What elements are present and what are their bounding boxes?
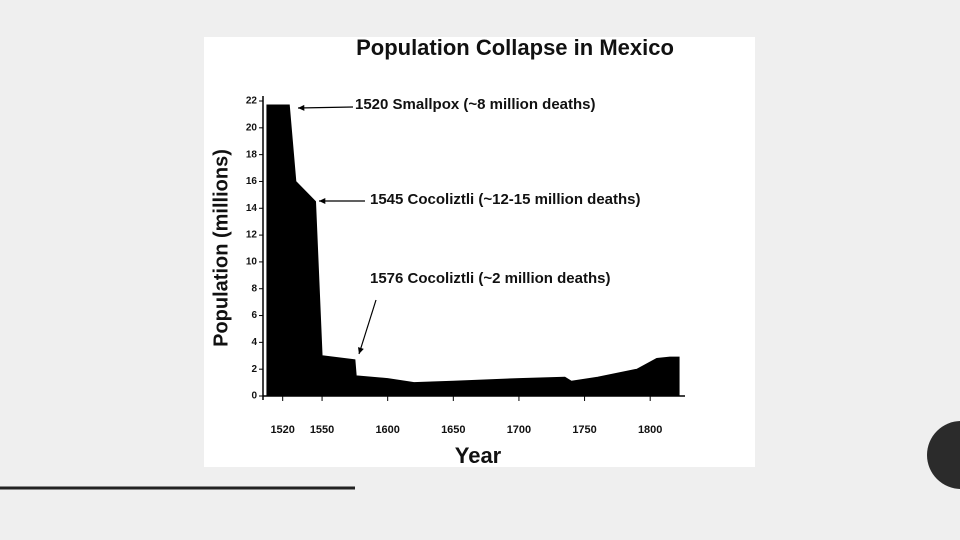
annotation-arrow (297, 106, 354, 109)
arrow-head (357, 347, 364, 354)
y-tick-label: 10 (246, 257, 258, 268)
annotation: 1576 Cocoliztli (~2 million deaths) (370, 270, 610, 287)
x-tick-label: 1650 (441, 424, 465, 436)
y-tick-label: 16 (246, 176, 258, 187)
decor-circle (927, 421, 960, 489)
chart-title: Population Collapse in Mexico (356, 35, 674, 60)
arrow-head (319, 197, 326, 205)
y-tick-label: 2 (251, 364, 257, 375)
y-tick-label: 6 (251, 310, 257, 321)
annotation-arrow (358, 299, 377, 355)
y-tick-label: 0 (251, 391, 257, 402)
y-tick-label: 4 (251, 337, 257, 348)
annotation: 1520 Smallpox (~8 million deaths) (355, 96, 596, 113)
y-tick-label: 14 (246, 203, 258, 214)
x-tick-label: 1520 (270, 424, 294, 436)
x-tick-label: 1750 (572, 424, 596, 436)
x-tick-label: 1550 (310, 424, 334, 436)
x-axis-label: Year (455, 443, 502, 468)
y-tick-label: 12 (246, 230, 258, 241)
x-tick-label: 1600 (375, 424, 399, 436)
y-tick-label: 20 (246, 122, 258, 133)
arrow-head (298, 104, 305, 111)
y-tick-label: 18 (246, 149, 258, 160)
x-tick-label: 1800 (638, 424, 662, 436)
y-tick-label: 8 (251, 283, 257, 294)
y-axis-label: Population (millions) (210, 149, 232, 347)
y-tick-label: 22 (246, 96, 258, 107)
x-tick-label: 1700 (507, 424, 531, 436)
area (266, 104, 680, 397)
annotation: 1545 Cocoliztli (~12-15 million deaths) (370, 191, 641, 208)
